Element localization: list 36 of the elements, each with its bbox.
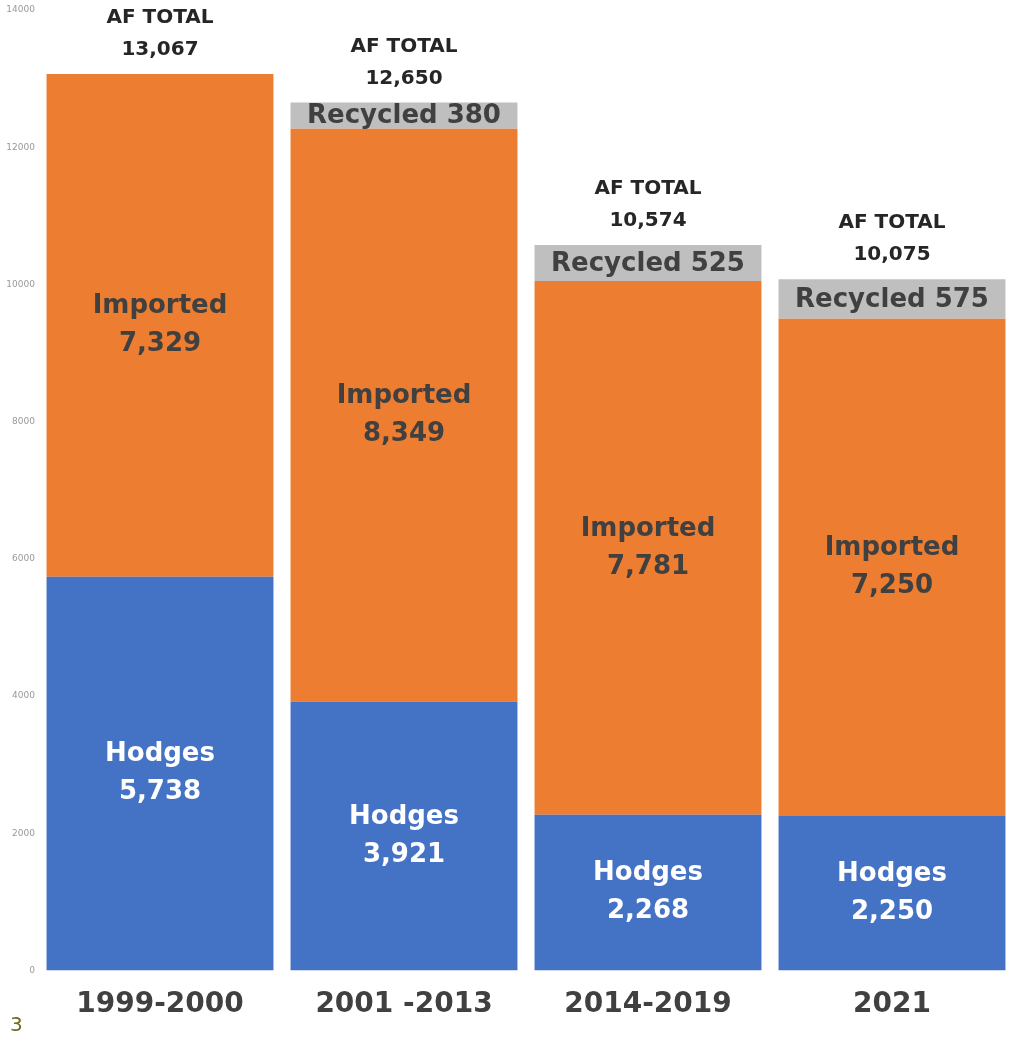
y-tick-label: 12000 (6, 141, 36, 152)
data-label: 8,349 (362, 416, 446, 447)
y-tick-label: 0 (29, 964, 36, 975)
data-label: 7,781 (606, 549, 690, 580)
text: Imported (580, 511, 716, 542)
y-tick-label: 4000 (12, 690, 36, 701)
data-label: 2,250 (850, 894, 934, 925)
total-label: AF TOTAL 10,075 (838, 209, 946, 266)
y-tick-label: 2000 (12, 827, 36, 838)
data-label: 5,738 (118, 775, 202, 806)
data-label: 7,250 (850, 569, 934, 600)
x-tick-label: 1999-2000 (76, 986, 244, 1020)
total-label: AF TOTAL 13,067 (106, 4, 214, 61)
series-label: Imported (92, 289, 228, 320)
text: Imported (336, 378, 472, 409)
data-label: 2,268 (606, 894, 690, 925)
text: Hodges (593, 856, 703, 887)
text: Recycled 575 (795, 282, 989, 313)
y-tick-label: 14000 (6, 4, 36, 15)
text: Recycled 525 (551, 246, 745, 277)
total-label: AF TOTAL 10,574 (594, 175, 702, 232)
x-tick-label: 2001 -2013 (315, 986, 493, 1020)
x-tick-label: 2014-2019 (564, 986, 732, 1020)
y-tick-label: 10000 (6, 278, 36, 289)
data-label: 7,329 (118, 327, 202, 358)
x-tick-label: 2021 (853, 986, 931, 1020)
data-label: 3,921 (362, 837, 446, 868)
total-label: AF TOTAL 12,650 (350, 32, 458, 89)
text: Hodges (349, 799, 459, 830)
text: Imported (824, 531, 960, 562)
text: Recycled 380 (307, 99, 501, 130)
series-label: Hodges (837, 856, 947, 887)
text: 3 (10, 1012, 23, 1036)
y-tick-label: 6000 (12, 553, 36, 564)
text: Hodges (105, 737, 215, 768)
y-tick-label: 8000 (12, 415, 36, 426)
